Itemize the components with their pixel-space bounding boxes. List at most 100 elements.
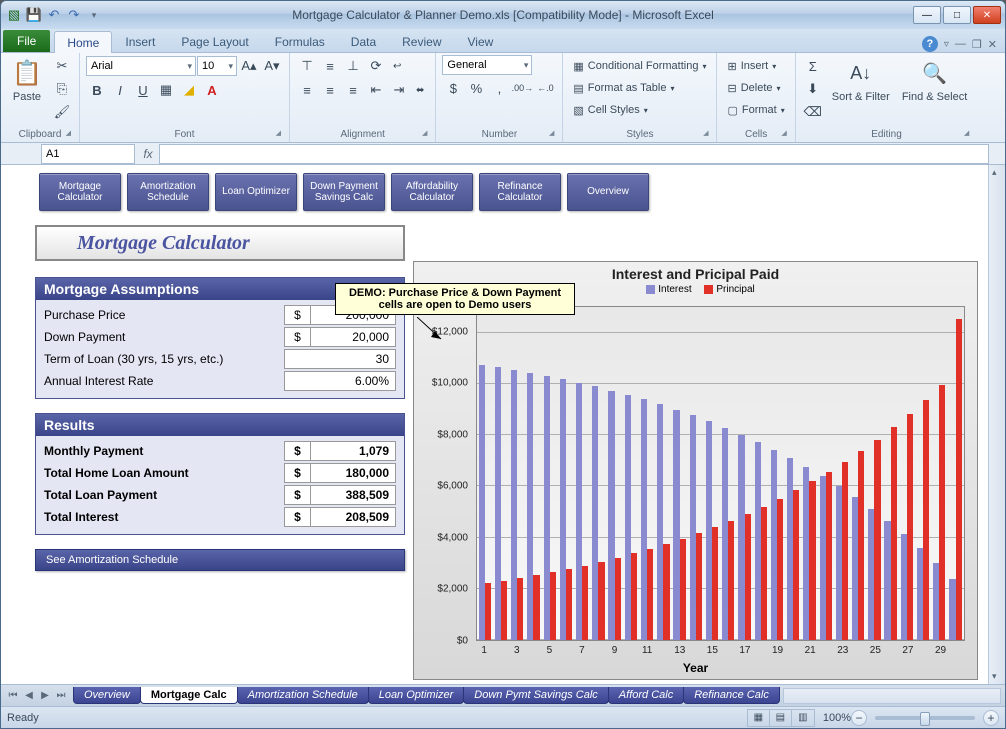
amortization-button[interactable]: See Amortization Schedule: [35, 549, 405, 571]
grow-font-icon[interactable]: A▴: [238, 55, 260, 77]
clear-icon[interactable]: ⌫: [802, 101, 824, 123]
assumption-input-2[interactable]: [284, 349, 396, 369]
nav-mortgage-calculator[interactable]: Mortgage Calculator: [39, 173, 121, 211]
ribbon-tab-insert[interactable]: Insert: [112, 30, 168, 52]
vertical-scrollbar[interactable]: [988, 165, 1005, 684]
redo-icon[interactable]: ↷: [65, 6, 83, 24]
save-icon[interactable]: 💾: [25, 6, 43, 24]
formula-input[interactable]: [159, 144, 989, 164]
align-center-icon[interactable]: ≡: [319, 79, 341, 101]
nav-loan-optimizer[interactable]: Loan Optimizer: [215, 173, 297, 211]
cell-styles-button[interactable]: ▧Cell Styles▾: [569, 99, 710, 121]
nav-overview[interactable]: Overview: [567, 173, 649, 211]
paste-button[interactable]: 📋 Paste: [7, 55, 47, 105]
assumption-input-3[interactable]: [284, 371, 396, 391]
view-buttons[interactable]: ▦▤▥: [747, 709, 815, 727]
currency-icon[interactable]: $: [442, 77, 464, 99]
ribbon-tab-view[interactable]: View: [455, 30, 507, 52]
align-middle-icon[interactable]: ≡: [319, 55, 341, 77]
ribbon-tab-data[interactable]: Data: [338, 30, 389, 52]
delete-cells-button[interactable]: ⊟Delete▾: [723, 77, 788, 99]
dec-decimal-icon[interactable]: ←.0: [534, 77, 556, 99]
sheet-nav[interactable]: ⏮◀▶⏭: [1, 690, 73, 701]
merge-icon[interactable]: ⬌: [411, 79, 429, 101]
inc-decimal-icon[interactable]: .00→: [511, 77, 533, 99]
sheet-tab-loan-optimizer[interactable]: Loan Optimizer: [368, 687, 465, 704]
ribbon-tab-review[interactable]: Review: [389, 30, 454, 52]
copy-icon[interactable]: ⎘: [51, 78, 73, 100]
close-button[interactable]: ✕: [973, 6, 1001, 24]
zoom-slider[interactable]: [875, 716, 975, 720]
underline-button[interactable]: U: [132, 79, 154, 101]
font-size-combo[interactable]: 10: [197, 56, 237, 76]
border-icon[interactable]: ▦: [155, 79, 177, 101]
align-right-icon[interactable]: ≡: [342, 79, 364, 101]
mdi-close-icon[interactable]: ✕: [988, 38, 997, 51]
mdi-restore-icon[interactable]: ❐: [972, 38, 982, 51]
fx-icon[interactable]: fx: [137, 147, 159, 161]
horizontal-scrollbar[interactable]: [783, 688, 1001, 704]
autosum-icon[interactable]: Σ: [802, 55, 824, 77]
ribbon-tab-page-layout[interactable]: Page Layout: [168, 30, 261, 52]
bar-principal: [663, 544, 669, 640]
cut-icon[interactable]: ✂: [51, 55, 73, 77]
qat-dropdown-icon[interactable]: ▾: [85, 6, 103, 24]
sheet-tab-mortgage-calc[interactable]: Mortgage Calc: [140, 687, 238, 704]
sort-filter-button[interactable]: A↓Sort & Filter: [828, 55, 894, 105]
name-box[interactable]: A1: [41, 144, 135, 164]
sheet-tab-down-pymt-savings-calc[interactable]: Down Pymt Savings Calc: [463, 687, 609, 704]
align-left-icon[interactable]: ≡: [296, 79, 318, 101]
nav-amortization-schedule[interactable]: Amortization Schedule: [127, 173, 209, 211]
sheet-tab-amortization-schedule[interactable]: Amortization Schedule: [237, 687, 369, 704]
sheet-tab-refinance-calc[interactable]: Refinance Calc: [683, 687, 780, 704]
file-tab[interactable]: File: [3, 30, 50, 52]
wrap-text-icon[interactable]: ↩: [388, 55, 406, 77]
format-table-button[interactable]: ▤Format as Table▾: [569, 77, 710, 99]
insert-cells-button[interactable]: ⊞Insert▾: [723, 55, 788, 77]
assumption-input-1[interactable]: [310, 327, 396, 347]
find-select-button[interactable]: 🔍Find & Select: [898, 55, 971, 105]
mdi-minimize-icon[interactable]: —: [955, 38, 966, 50]
window-title: Mortgage Calculator & Planner Demo.xls […: [1, 8, 1005, 22]
format-painter-icon[interactable]: 🖌: [51, 101, 73, 123]
sheet-tab-overview[interactable]: Overview: [73, 687, 141, 704]
zoom-out-button[interactable]: −: [851, 710, 867, 726]
format-cells-button[interactable]: ▢Format▾: [723, 99, 788, 121]
ribbon-tab-home[interactable]: Home: [54, 31, 112, 53]
percent-icon[interactable]: %: [465, 77, 487, 99]
maximize-button[interactable]: □: [943, 6, 971, 24]
status-bar: Ready ▦▤▥ 100% − +: [1, 706, 1005, 728]
undo-icon[interactable]: ↶: [45, 6, 63, 24]
fill-color-icon[interactable]: ◢: [178, 79, 200, 101]
ribbon: 📋 Paste ✂ ⎘ 🖌 Clipboard Arial 10 A▴ A▾: [1, 53, 1005, 143]
minimize-button[interactable]: —: [913, 6, 941, 24]
number-format-combo[interactable]: General: [442, 55, 532, 75]
delete-icon: ⊟: [727, 82, 736, 95]
assumption-row: Term of Loan (30 yrs, 15 yrs, etc.): [44, 348, 396, 370]
indent-dec-icon[interactable]: ⇤: [365, 79, 387, 101]
font-color-icon[interactable]: A: [201, 79, 223, 101]
bar-principal: [647, 549, 653, 640]
fill-icon[interactable]: ⬇: [802, 78, 824, 100]
bar-principal: [680, 539, 686, 640]
sheet-tab-afford-calc[interactable]: Afford Calc: [608, 687, 684, 704]
align-bottom-icon[interactable]: ⊥: [342, 55, 364, 77]
nav-down-payment-savings-calc[interactable]: Down Payment Savings Calc: [303, 173, 385, 211]
nav-refinance-calculator[interactable]: Refinance Calculator: [479, 173, 561, 211]
indent-inc-icon[interactable]: ⇥: [388, 79, 410, 101]
comma-icon[interactable]: ,: [488, 77, 510, 99]
bold-button[interactable]: B: [86, 79, 108, 101]
font-name-combo[interactable]: Arial: [86, 56, 196, 76]
ribbon-minimize-icon[interactable]: ▿: [944, 39, 949, 50]
shrink-font-icon[interactable]: A▾: [261, 55, 283, 77]
excel-icon[interactable]: ▧: [5, 6, 23, 24]
cond-format-button[interactable]: ▦Conditional Formatting▾: [569, 55, 710, 77]
italic-button[interactable]: I: [109, 79, 131, 101]
nav-affordability-calculator[interactable]: Affordability Calculator: [391, 173, 473, 211]
bar-principal: [761, 507, 767, 640]
zoom-in-button[interactable]: +: [983, 710, 999, 726]
help-icon[interactable]: ?: [922, 36, 938, 52]
align-top-icon[interactable]: ⊤: [296, 55, 318, 77]
orientation-icon[interactable]: ⟳: [365, 55, 387, 77]
ribbon-tab-formulas[interactable]: Formulas: [262, 30, 338, 52]
